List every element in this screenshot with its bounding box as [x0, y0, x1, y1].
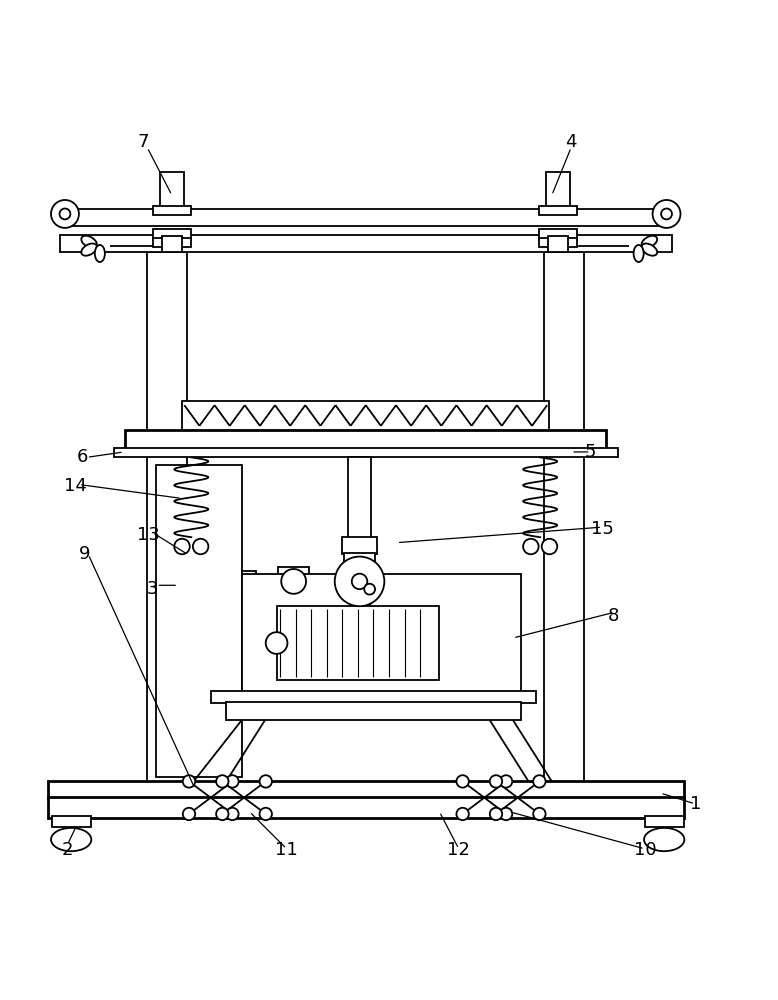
Bar: [182, 401, 549, 430]
Bar: [152, 229, 191, 240]
Bar: [544, 252, 584, 781]
Text: 7: 7: [138, 133, 149, 151]
Text: 5: 5: [585, 443, 596, 461]
Bar: [538, 229, 577, 240]
Bar: [242, 574, 520, 694]
Text: 15: 15: [591, 520, 614, 538]
Text: 1: 1: [689, 795, 701, 813]
Circle shape: [260, 808, 272, 820]
Text: 3: 3: [147, 580, 158, 598]
Circle shape: [490, 775, 502, 788]
Bar: [226, 702, 520, 720]
Text: 10: 10: [633, 841, 656, 859]
Bar: [645, 816, 684, 827]
Bar: [348, 457, 371, 547]
Circle shape: [364, 584, 375, 595]
Ellipse shape: [81, 236, 97, 248]
Circle shape: [260, 775, 272, 788]
Circle shape: [183, 808, 195, 820]
Text: 2: 2: [61, 841, 73, 859]
Circle shape: [216, 808, 229, 820]
Bar: [152, 238, 191, 247]
Bar: [344, 553, 375, 566]
Text: 6: 6: [77, 448, 89, 466]
Circle shape: [533, 808, 545, 820]
Ellipse shape: [644, 828, 685, 851]
Text: 14: 14: [64, 477, 86, 495]
Circle shape: [193, 539, 209, 554]
Ellipse shape: [81, 244, 97, 256]
Bar: [224, 566, 240, 597]
Circle shape: [499, 775, 512, 788]
Ellipse shape: [642, 236, 657, 248]
Circle shape: [335, 557, 384, 606]
Text: 12: 12: [447, 841, 470, 859]
Ellipse shape: [633, 245, 643, 262]
Text: 8: 8: [608, 607, 619, 625]
Bar: [48, 781, 684, 798]
Bar: [156, 465, 242, 777]
Bar: [48, 797, 684, 818]
Bar: [125, 430, 606, 450]
Circle shape: [490, 808, 502, 820]
Circle shape: [533, 775, 545, 788]
Circle shape: [499, 808, 512, 820]
Bar: [538, 238, 577, 247]
Circle shape: [226, 808, 239, 820]
Circle shape: [60, 209, 70, 219]
Circle shape: [661, 209, 672, 219]
Text: 13: 13: [137, 526, 160, 544]
Bar: [277, 606, 440, 680]
Circle shape: [457, 775, 469, 788]
Circle shape: [457, 808, 469, 820]
Bar: [60, 235, 672, 252]
Circle shape: [266, 632, 287, 654]
Circle shape: [523, 539, 538, 554]
Bar: [160, 172, 184, 209]
Bar: [152, 206, 191, 215]
Ellipse shape: [51, 828, 91, 851]
Text: 4: 4: [566, 133, 577, 151]
Circle shape: [352, 574, 367, 589]
Bar: [546, 172, 569, 209]
Bar: [242, 571, 256, 591]
Ellipse shape: [95, 245, 105, 262]
Bar: [162, 236, 182, 252]
Bar: [147, 252, 187, 781]
Circle shape: [216, 775, 229, 788]
Bar: [342, 537, 377, 554]
Text: 9: 9: [79, 545, 91, 563]
Circle shape: [174, 539, 190, 554]
Bar: [211, 691, 536, 703]
Circle shape: [183, 775, 195, 788]
Ellipse shape: [642, 244, 657, 256]
Bar: [548, 236, 568, 252]
Circle shape: [226, 775, 239, 788]
Bar: [538, 206, 577, 215]
Bar: [52, 816, 90, 827]
Bar: [114, 448, 618, 457]
Text: 11: 11: [275, 841, 298, 859]
Circle shape: [653, 200, 681, 228]
Circle shape: [281, 569, 306, 594]
Bar: [279, 567, 309, 595]
Bar: [60, 209, 672, 226]
Circle shape: [541, 539, 557, 554]
Circle shape: [51, 200, 79, 228]
